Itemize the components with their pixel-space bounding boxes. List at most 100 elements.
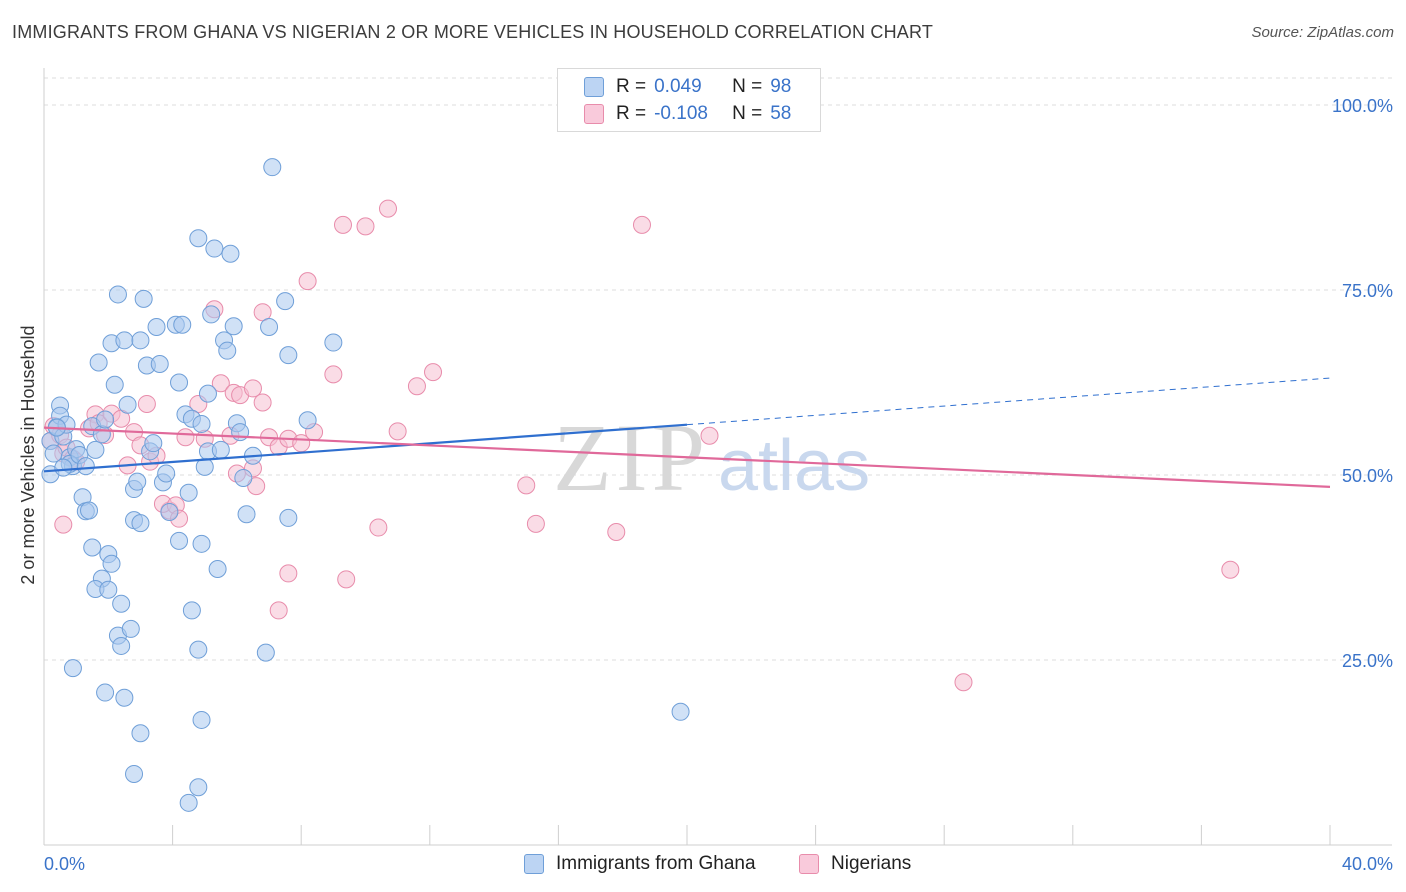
ghana-point [170, 531, 189, 550]
x-tick-label-min: 0.0% [44, 854, 85, 874]
ghana-point [671, 702, 690, 721]
ghana-point [189, 640, 208, 659]
ghana-point [208, 559, 227, 578]
y-tick-label: 75.0% [1342, 281, 1393, 301]
y-tick-label: 50.0% [1342, 466, 1393, 486]
ghana-point [83, 538, 102, 557]
nigerian-point [279, 564, 298, 583]
chart-title: IMMIGRANTS FROM GHANA VS NIGERIAN 2 OR M… [12, 22, 934, 42]
ghana-point [218, 341, 237, 360]
legend-label-nigerians: Nigerians [831, 853, 912, 874]
legend-item-ghana[interactable]: Immigrants from Ghana [524, 852, 756, 876]
y-tick-label: 100.0% [1332, 96, 1393, 116]
nigerian-point [632, 215, 651, 234]
ghana-point [105, 375, 124, 394]
ghana-point [115, 688, 134, 707]
nigerian-point [243, 379, 262, 398]
ghana-point [147, 318, 166, 336]
ghana-point [128, 472, 147, 491]
ghana-point [112, 594, 131, 613]
nigerian-trend-line [43, 426, 1331, 488]
r-label: R = [616, 103, 647, 124]
ghana-point [192, 534, 211, 553]
legend-item-nigerians[interactable]: Nigerians [799, 852, 911, 876]
ghana-point [211, 440, 230, 459]
nigerian-point [253, 303, 272, 322]
nigerian-point [369, 518, 388, 537]
ghana-point [189, 229, 208, 248]
ghana-point [224, 317, 243, 336]
ghana-point [276, 292, 295, 311]
ghana-point [134, 289, 153, 308]
nigerians-swatch [799, 854, 819, 874]
nigerian-point [324, 365, 343, 384]
nigerian-point [607, 522, 626, 541]
ghana-point [192, 710, 211, 729]
nigerian-point [298, 272, 317, 291]
ghana-point [96, 683, 115, 702]
nigerian-point [54, 515, 73, 534]
source-label: Source: ZipAtlas.com [1251, 24, 1394, 41]
ghana-swatch [524, 854, 544, 874]
ghana-point [256, 643, 275, 662]
r-label: R = [616, 76, 647, 97]
ghana-point [80, 501, 99, 520]
ghana-point [170, 373, 189, 392]
n-value-ghana: 98 [770, 76, 792, 97]
nigerian-point [1221, 560, 1240, 579]
ghana-point [115, 331, 134, 350]
ghana-point [157, 464, 176, 483]
ghana-point [112, 636, 131, 655]
tick-labels: 25.0% 50.0% 75.0% 100.0% 0.0% 40.0% [44, 96, 1393, 874]
ghana-point [324, 333, 343, 352]
ghana-point [131, 514, 150, 533]
nigerian-point [356, 217, 375, 236]
ghana-point [198, 384, 217, 403]
ghana-point [160, 503, 179, 521]
ghana-point [96, 410, 115, 429]
ghana-point [144, 434, 163, 453]
nigerian-point [337, 570, 356, 589]
stats-legend: R = 0.049 N = 98 R = -0.108 N = 58 [557, 68, 821, 132]
n-value-nigerians: 58 [770, 103, 792, 124]
nigerian-point [176, 428, 195, 447]
ghana-point [182, 601, 201, 620]
ghana-point [76, 457, 95, 476]
watermark: ZIP atlas [553, 404, 870, 511]
ghana-point [131, 331, 150, 350]
r-value-nigerians: -0.108 [654, 103, 708, 124]
ghana-point [102, 554, 121, 573]
ghana-point [237, 505, 256, 524]
ghana-point [234, 468, 253, 487]
ghana-point [205, 239, 224, 258]
legend-row-ghana: R = 0.049 N = 98 [584, 75, 791, 99]
ghana-point [202, 305, 221, 324]
trend-lines [43, 377, 1331, 488]
ghana-point [179, 793, 198, 812]
ghana-point [279, 508, 298, 527]
x-tick-label-max: 40.0% [1342, 854, 1393, 874]
nigerian-point [137, 394, 156, 413]
ghana-point [298, 411, 317, 430]
ghana-point [92, 425, 111, 444]
ghana-point [118, 395, 137, 414]
legend-row-nigerians: R = -0.108 N = 58 [584, 102, 791, 126]
ghana-point [63, 659, 82, 678]
nigerian-point [379, 199, 398, 218]
nigerians-swatch [584, 104, 604, 124]
ghana-point [89, 353, 108, 372]
nigerian-point [388, 422, 407, 441]
nigerian-point [517, 476, 536, 495]
n-label: N = [732, 76, 763, 97]
nigerian-point [333, 215, 352, 234]
axes [43, 68, 1392, 846]
nigerian-point [424, 363, 443, 382]
nigerian-point [954, 673, 973, 692]
ghana-point [260, 318, 279, 336]
nigerian-point [247, 477, 266, 496]
ghana-point [279, 346, 298, 365]
nigerian-point [211, 374, 230, 393]
watermark-atlas: atlas [718, 426, 870, 506]
ghana-point [125, 764, 144, 783]
